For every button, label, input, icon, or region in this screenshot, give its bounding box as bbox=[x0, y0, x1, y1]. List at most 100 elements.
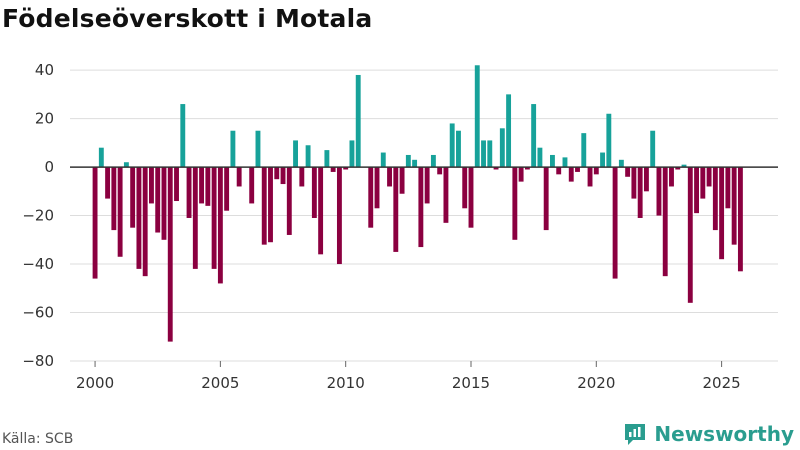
newsworthy-logo-icon bbox=[625, 424, 646, 445]
bar bbox=[205, 167, 211, 206]
bar bbox=[280, 167, 286, 185]
bar bbox=[593, 167, 599, 175]
y-tick-label: −20 bbox=[22, 207, 54, 225]
bar bbox=[318, 167, 324, 255]
bar bbox=[662, 167, 668, 277]
bar bbox=[311, 167, 317, 218]
bar bbox=[449, 123, 455, 168]
y-tick-label: −80 bbox=[22, 352, 54, 370]
bar bbox=[587, 167, 593, 187]
y-tick-label: −40 bbox=[22, 255, 54, 273]
bar bbox=[669, 167, 674, 187]
bar bbox=[368, 167, 374, 228]
bar bbox=[123, 162, 129, 168]
bar bbox=[324, 150, 330, 168]
x-tick-label: 2010 bbox=[327, 374, 365, 392]
bar bbox=[399, 167, 405, 194]
brand-logo[interactable]: Newsworthy bbox=[622, 421, 794, 447]
bar bbox=[336, 167, 342, 265]
y-tick-label: 0 bbox=[44, 158, 54, 176]
bar bbox=[255, 130, 261, 168]
bar bbox=[105, 167, 111, 199]
bar bbox=[180, 104, 186, 168]
bar bbox=[600, 152, 606, 168]
bar bbox=[149, 167, 154, 204]
bar bbox=[349, 140, 355, 168]
bar bbox=[274, 167, 280, 180]
bar bbox=[155, 167, 161, 233]
bar bbox=[700, 167, 706, 199]
bar bbox=[474, 65, 480, 168]
bar bbox=[224, 167, 230, 211]
bar bbox=[681, 164, 687, 168]
bar bbox=[499, 128, 505, 168]
bar bbox=[694, 167, 699, 214]
bar bbox=[493, 167, 499, 170]
bar bbox=[675, 167, 681, 170]
bar bbox=[286, 167, 292, 235]
bar bbox=[167, 167, 173, 342]
bar bbox=[650, 130, 656, 168]
source-label: Källa: SCB bbox=[2, 431, 74, 447]
brand-name: Newsworthy bbox=[654, 422, 794, 446]
bar bbox=[550, 154, 555, 168]
bar bbox=[405, 154, 411, 168]
bar bbox=[631, 167, 637, 199]
bar bbox=[656, 167, 662, 216]
bar bbox=[261, 167, 267, 245]
bar bbox=[443, 167, 449, 223]
bar bbox=[625, 167, 631, 177]
bar bbox=[706, 167, 712, 187]
bar bbox=[343, 167, 349, 170]
bar bbox=[305, 145, 311, 168]
bar bbox=[236, 167, 242, 187]
bar bbox=[424, 167, 430, 204]
bar bbox=[568, 167, 574, 182]
bar bbox=[512, 167, 518, 240]
bar bbox=[606, 113, 612, 168]
bar bbox=[456, 130, 461, 168]
x-tick-label: 2020 bbox=[577, 374, 615, 392]
bar bbox=[518, 167, 524, 182]
bar bbox=[268, 167, 273, 243]
bar bbox=[111, 167, 117, 231]
bar bbox=[637, 167, 643, 218]
bar bbox=[575, 167, 580, 172]
bar bbox=[581, 133, 587, 168]
bar bbox=[211, 167, 217, 269]
bar bbox=[186, 167, 192, 218]
bar bbox=[618, 159, 624, 168]
bar bbox=[462, 167, 468, 209]
bar bbox=[92, 167, 98, 279]
bar bbox=[719, 167, 725, 260]
bar bbox=[98, 147, 104, 168]
bar bbox=[481, 140, 486, 168]
bar bbox=[380, 152, 386, 168]
y-tick-label: −60 bbox=[22, 304, 54, 322]
bar bbox=[387, 167, 392, 187]
bar bbox=[330, 167, 336, 172]
bar bbox=[217, 167, 223, 284]
bar bbox=[230, 130, 236, 168]
bar bbox=[687, 167, 693, 303]
bar bbox=[487, 140, 493, 168]
bar bbox=[117, 167, 123, 257]
bar bbox=[130, 167, 136, 228]
bar bbox=[612, 167, 618, 279]
bar bbox=[293, 140, 298, 168]
y-tick-label: 40 bbox=[35, 61, 54, 79]
bar bbox=[393, 167, 399, 252]
bar bbox=[537, 147, 543, 168]
bar bbox=[562, 157, 568, 168]
bar bbox=[142, 167, 148, 277]
bar bbox=[199, 167, 205, 204]
bar bbox=[355, 74, 361, 168]
bar bbox=[418, 167, 424, 248]
bar bbox=[643, 167, 649, 192]
x-tick-label: 2000 bbox=[76, 374, 114, 392]
bar bbox=[725, 167, 731, 209]
bar bbox=[543, 167, 549, 231]
bar bbox=[556, 167, 562, 175]
bar bbox=[374, 167, 380, 209]
